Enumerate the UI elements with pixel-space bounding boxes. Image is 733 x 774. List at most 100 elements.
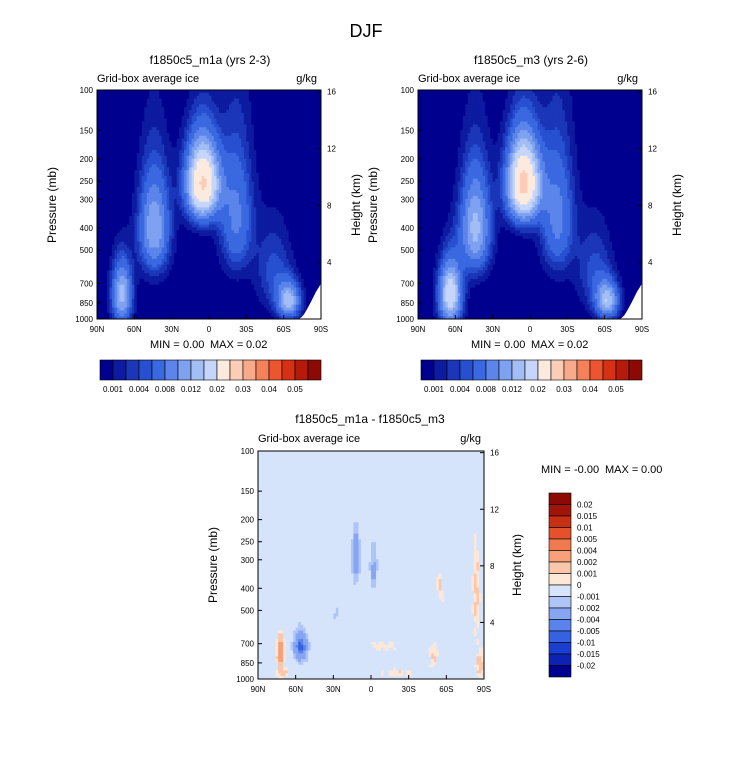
contour-cell: [233, 193, 237, 197]
contour-cell: [248, 121, 252, 125]
contour-cell: [258, 173, 262, 177]
contour-cell: [179, 118, 183, 123]
contour-cell: [109, 112, 113, 117]
contour-cell: [104, 184, 108, 188]
contour-cell: [181, 124, 185, 128]
contour-cell: [136, 190, 140, 194]
contour-cell: [301, 110, 305, 114]
contour-cell: [164, 130, 168, 134]
contour-cell: [211, 130, 215, 134]
contour-cell: [251, 101, 255, 105]
contour-cell: [111, 161, 116, 166]
contour-cell: [213, 178, 218, 183]
contour-cell: [286, 118, 290, 123]
contour-cell: [281, 124, 285, 128]
contour-cell: [111, 244, 116, 249]
contour-cell: [166, 210, 170, 214]
contour-cell: [221, 230, 225, 234]
contour-cell: [311, 233, 315, 237]
contour-cell: [209, 107, 213, 111]
contour-cell: [313, 104, 317, 108]
contour-cell: [189, 127, 193, 131]
contour-cell: [251, 224, 255, 228]
contour-cell: [114, 150, 118, 154]
contour-cell: [164, 204, 168, 208]
contour-cell: [116, 210, 120, 214]
contour-cell: [241, 158, 245, 163]
contour-cell: [316, 92, 320, 97]
contour-cell: [243, 241, 247, 246]
contour-cell: [126, 215, 130, 220]
contour-cell: [261, 132, 265, 137]
contour-cell: [283, 118, 287, 123]
contour-cell: [194, 204, 198, 208]
contour-cell: [114, 98, 118, 103]
contour-cell: [176, 247, 180, 251]
contour-cell: [156, 104, 160, 108]
contour-cell: [253, 124, 257, 128]
contour-cell: [266, 201, 270, 206]
contour-cell: [261, 175, 265, 180]
contour-cell: [109, 210, 113, 214]
contour-cell: [311, 238, 315, 243]
contour-cell: [149, 150, 153, 154]
contour-cell: [238, 167, 242, 171]
contour-cell: [171, 141, 175, 145]
contour-cell: [216, 224, 220, 228]
contour-cell: [199, 184, 203, 188]
contour-cell: [298, 155, 302, 160]
contour-cell: [243, 124, 247, 128]
contour-cell: [126, 112, 130, 117]
contour-cell: [171, 181, 175, 186]
contour-cell: [298, 238, 302, 243]
contour-cell: [318, 144, 321, 148]
contour-cell: [136, 101, 140, 105]
contour-cell: [146, 207, 150, 211]
contour-cell: [136, 141, 140, 145]
contour-cell: [134, 118, 138, 123]
contour-cell: [268, 175, 272, 180]
contour-cell: [121, 178, 125, 183]
contour-cell: [318, 181, 321, 186]
contour-cell: [179, 95, 183, 100]
contour-cell: [194, 218, 198, 223]
contour-cell: [121, 215, 125, 220]
contour-cell: [291, 152, 295, 157]
contour-cell: [248, 184, 252, 188]
contour-cell: [136, 152, 140, 157]
contour-cell: [184, 167, 188, 171]
contour-cell: [213, 221, 218, 226]
panel-1-contours: [97, 90, 321, 319]
contour-cell: [176, 193, 180, 197]
contour-cell: [291, 190, 295, 194]
contour-cell: [211, 210, 215, 214]
contour-cell: [164, 227, 168, 231]
contour-cell: [179, 195, 183, 200]
contour-cell: [238, 110, 242, 114]
contour-cell: [196, 170, 200, 174]
contour-cell: [296, 193, 300, 197]
contour-cell: [296, 187, 300, 191]
contour-cell: [221, 238, 225, 243]
contour-cell: [109, 107, 113, 111]
contour-cell: [196, 132, 200, 137]
contour-cell: [156, 167, 160, 171]
contour-cell: [151, 221, 155, 226]
contour-cell: [141, 155, 145, 160]
contour-cell: [283, 144, 287, 148]
contour-cell: [186, 90, 190, 94]
contour-cell: [243, 92, 247, 97]
contour-cell: [146, 190, 150, 194]
contour-cell: [169, 152, 173, 157]
contour-cell: [288, 107, 292, 111]
contour-cell: [293, 121, 297, 125]
contour-cell: [146, 235, 150, 240]
contour-cell: [174, 132, 178, 137]
contour-cell: [134, 181, 138, 186]
contour-cell: [121, 118, 125, 123]
contour-cell: [174, 110, 178, 114]
contour-cell: [126, 201, 130, 206]
contour-cell: [99, 201, 103, 206]
contour-cell: [174, 138, 178, 143]
contour-cell: [258, 170, 262, 174]
